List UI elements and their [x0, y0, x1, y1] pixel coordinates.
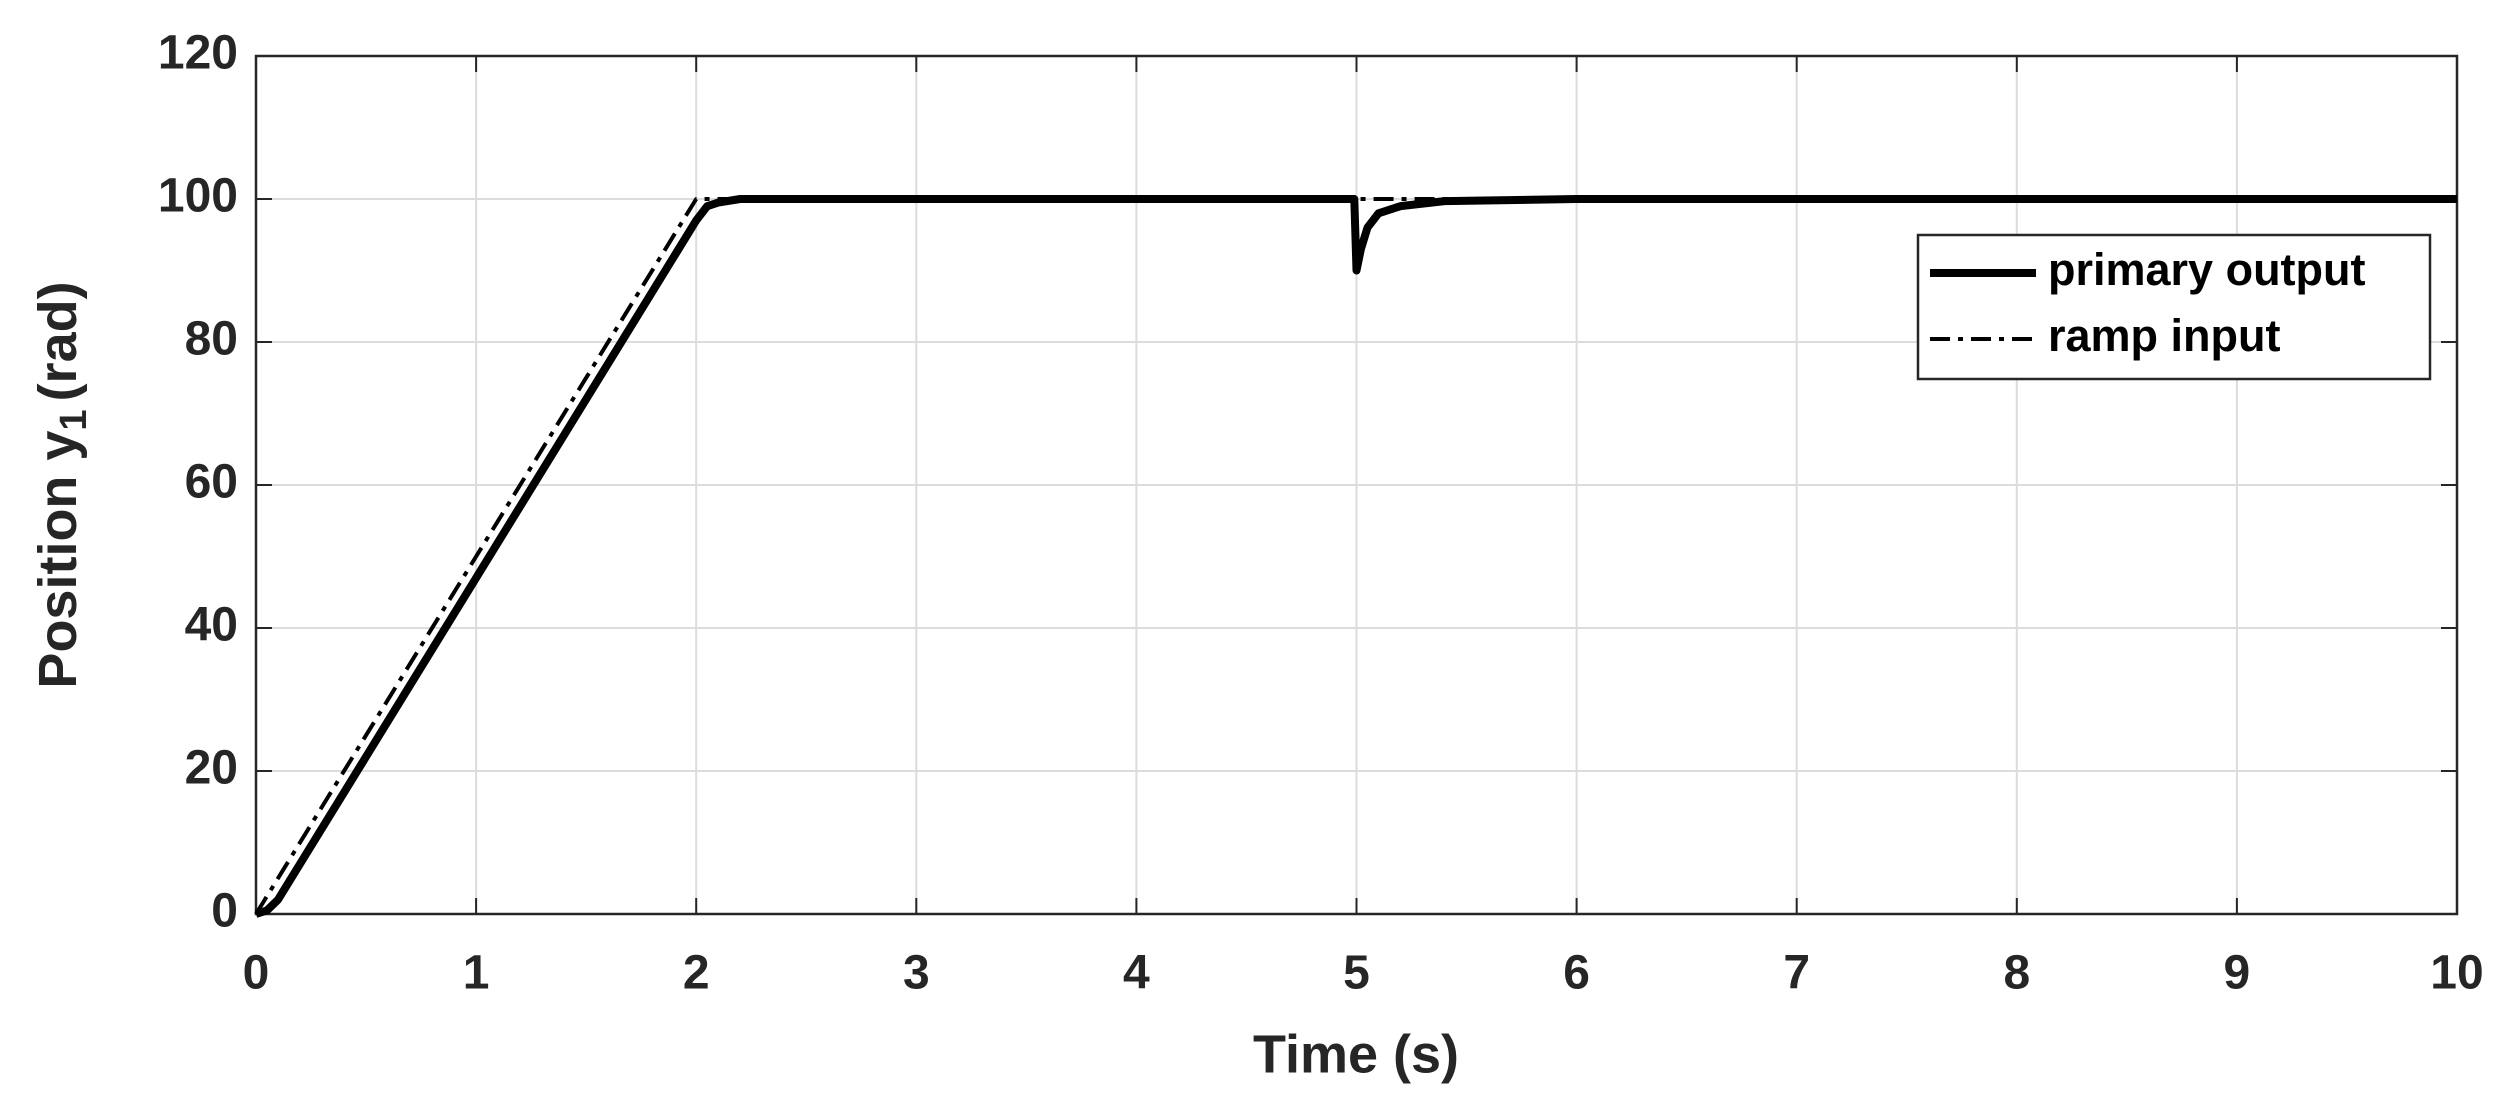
- x-tick-label: 6: [1563, 947, 1590, 1000]
- x-tick-label: 10: [2430, 947, 2483, 1000]
- y-axis-label-text: Position y: [28, 431, 88, 689]
- x-tick-label: 1: [463, 947, 490, 1000]
- legend-box: [1916, 233, 2432, 381]
- x-tick-label: 5: [1343, 947, 1370, 1000]
- y-axis-label: Position y1 (rad): [28, 281, 95, 688]
- line-series: [254, 197, 2457, 916]
- legend-label: primary output: [2048, 244, 2366, 295]
- x-tick-label: 8: [2003, 947, 2030, 1000]
- axes-box: [254, 54, 2459, 916]
- y-tick-label: 40: [185, 599, 238, 652]
- y-tick-label: 20: [185, 742, 238, 795]
- x-tick-label: 3: [903, 947, 930, 1000]
- y-axis-label-subscript: 1: [53, 409, 95, 430]
- line-series: [254, 195, 2457, 918]
- y-tick-label: 100: [158, 170, 238, 223]
- y-tick-label: 60: [185, 456, 238, 509]
- y-tick-label: 120: [158, 27, 238, 80]
- x-tick-label: 9: [2224, 947, 2251, 1000]
- x-tick-label: 2: [683, 947, 710, 1000]
- y-tick-label: 80: [185, 313, 238, 366]
- x-axis-label: Time (s): [1253, 1024, 1459, 1084]
- x-tick-label: 7: [1783, 947, 1810, 1000]
- x-tick-label: 4: [1123, 947, 1150, 1000]
- y-axis-label-unit: (rad): [28, 281, 88, 401]
- legend-label: ramp input: [2048, 310, 2281, 361]
- y-tick-label: 0: [211, 885, 238, 938]
- x-tick-label: 0: [243, 947, 270, 1000]
